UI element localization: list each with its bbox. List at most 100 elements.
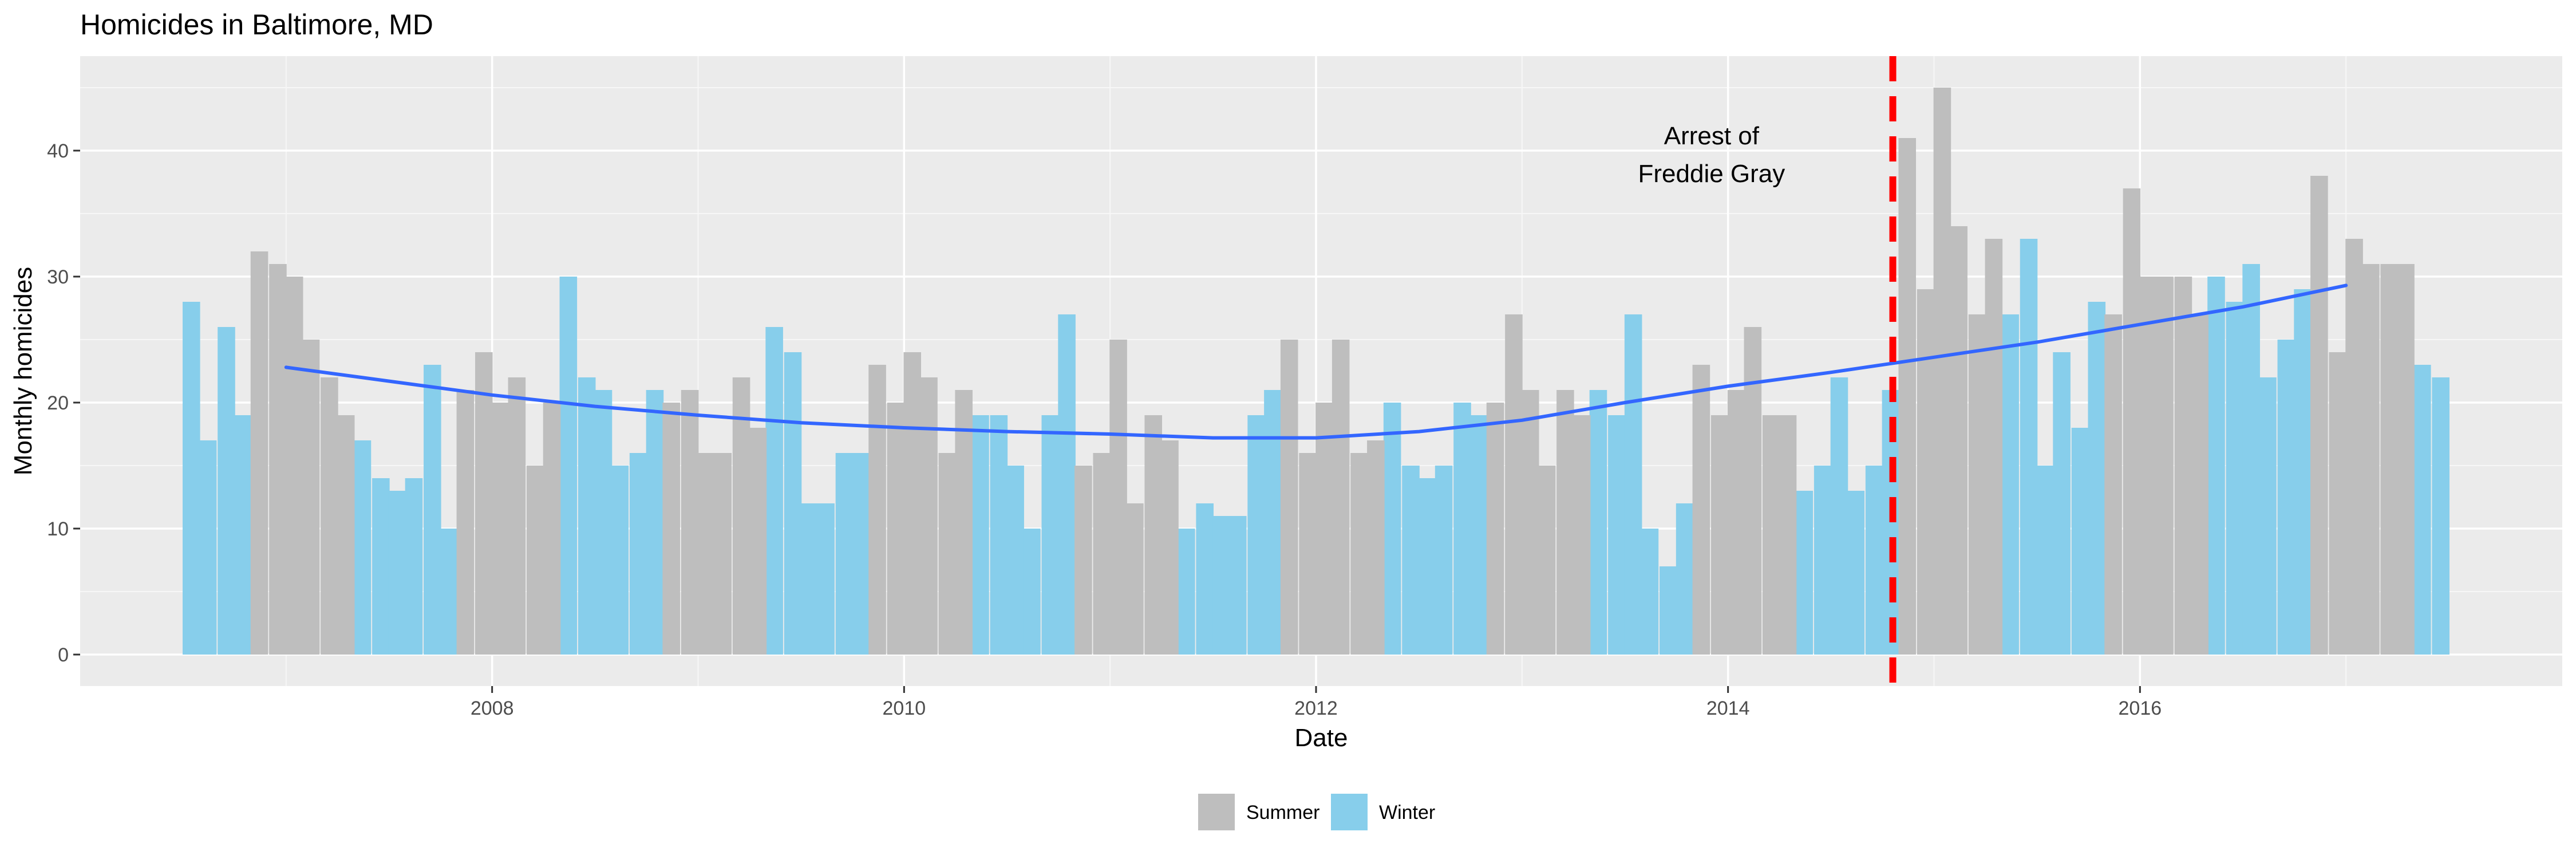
bar-winter [971, 415, 989, 655]
bar-summer [1744, 327, 1762, 655]
bar-summer [920, 377, 938, 655]
annotation-line: Freddie Gray [1638, 160, 1785, 188]
annotation-text: Arrest of Freddie Gray [1638, 122, 1785, 188]
bar-winter [2207, 277, 2225, 655]
bar-summer [1779, 415, 1797, 655]
bar-summer [491, 403, 509, 655]
bar-winter [1419, 478, 1436, 655]
bar-summer [955, 390, 973, 655]
chart-title: Homicides in Baltimore, MD [80, 9, 433, 41]
trend-line-path [284, 283, 2348, 440]
bar-winter [424, 365, 441, 655]
bar-summer [1933, 88, 1951, 655]
bar-summer [269, 264, 287, 655]
bar-summer [1350, 453, 1368, 655]
bar-winter [852, 453, 870, 655]
bar-summer [1692, 365, 1710, 655]
bar-winter [594, 390, 613, 655]
bar-winter [990, 415, 1008, 655]
bar-winter [372, 478, 390, 655]
bar-summer [749, 428, 767, 655]
bar-winter [1264, 390, 1282, 655]
bar-winter [2088, 302, 2106, 655]
bar-summer [1917, 289, 1935, 655]
bar-summer [1538, 466, 1556, 655]
bar-winter [2020, 239, 2038, 655]
legend-key-winter [1331, 794, 1368, 830]
bar-summer [2380, 264, 2399, 655]
bar-summer [1332, 340, 1350, 655]
bar-summer [1985, 239, 2003, 655]
bar-summer [1161, 440, 1179, 655]
bars [183, 88, 2449, 655]
bar-summer [1521, 390, 1539, 655]
bar-winter [835, 453, 854, 655]
bar-winter [2413, 365, 2431, 655]
bar-winter [1041, 415, 1060, 655]
bar-winter [1212, 516, 1230, 655]
bar-summer [1573, 415, 1591, 655]
bar-summer [1950, 226, 1967, 655]
bar-summer [2397, 264, 2415, 655]
bar-summer [2191, 314, 2208, 655]
y-tick-label: 20 [47, 392, 69, 414]
y-tick-label: 0 [58, 644, 69, 666]
bar-summer [475, 352, 493, 655]
bar-summer [1315, 403, 1333, 655]
bar-summer [1486, 403, 1504, 655]
bar-summer [1093, 453, 1111, 655]
bar-winter [2036, 466, 2055, 655]
bar-summer [321, 377, 338, 655]
bar-winter [817, 503, 835, 655]
legend: Summer Winter [1198, 794, 1435, 830]
bar-summer [1280, 340, 1298, 655]
bar-summer [681, 390, 699, 655]
bar-winter [559, 277, 578, 655]
bar-winter [1589, 390, 1607, 655]
bar-winter [1814, 466, 1832, 655]
bar-winter [1228, 516, 1247, 655]
bar-summer [2156, 277, 2174, 655]
legend-label-winter: Winter [1379, 802, 1435, 823]
bar-winter [784, 352, 802, 655]
x-axis-title: Date [1295, 724, 1348, 752]
bar-winter [646, 390, 664, 655]
bar-summer [903, 352, 922, 655]
bar-summer [508, 377, 526, 655]
bar-winter [2294, 289, 2312, 655]
annotation-line: Arrest of [1664, 122, 1760, 150]
bar-winter [1865, 466, 1883, 655]
bar-summer [2310, 176, 2328, 655]
bar-summer [697, 453, 716, 655]
bar-winter [2432, 377, 2449, 655]
bar-summer [302, 340, 320, 655]
bar-winter [629, 453, 647, 655]
bar-summer [456, 390, 475, 655]
bar-summer [2139, 277, 2158, 655]
bar-winter [2001, 314, 2019, 655]
bar-winter [800, 503, 819, 655]
bar-summer [543, 403, 561, 655]
x-tick-label: 2008 [471, 698, 514, 719]
bar-winter [1247, 415, 1265, 655]
bar-winter [2277, 340, 2296, 655]
bar-winter [765, 327, 783, 655]
y-axis-title: Monthly homicides [9, 267, 37, 475]
bar-summer [1505, 314, 1523, 655]
bar-summer [887, 403, 905, 655]
bar-winter [1676, 503, 1694, 655]
bar-summer [1144, 415, 1163, 655]
bar-summer [1109, 340, 1127, 655]
bar-summer [1074, 466, 1092, 655]
bar-summer [938, 453, 957, 655]
x-tick-label: 2014 [1706, 698, 1750, 719]
bar-winter [1023, 529, 1041, 655]
bar-winter [2071, 428, 2089, 655]
bar-winter [388, 491, 406, 655]
bar-winter [1830, 377, 1848, 655]
y-axis-ticks: 0 10 20 30 40 [47, 140, 80, 666]
bar-winter [2226, 302, 2244, 655]
bar-winter [1435, 466, 1453, 655]
bar-winter [578, 377, 596, 655]
